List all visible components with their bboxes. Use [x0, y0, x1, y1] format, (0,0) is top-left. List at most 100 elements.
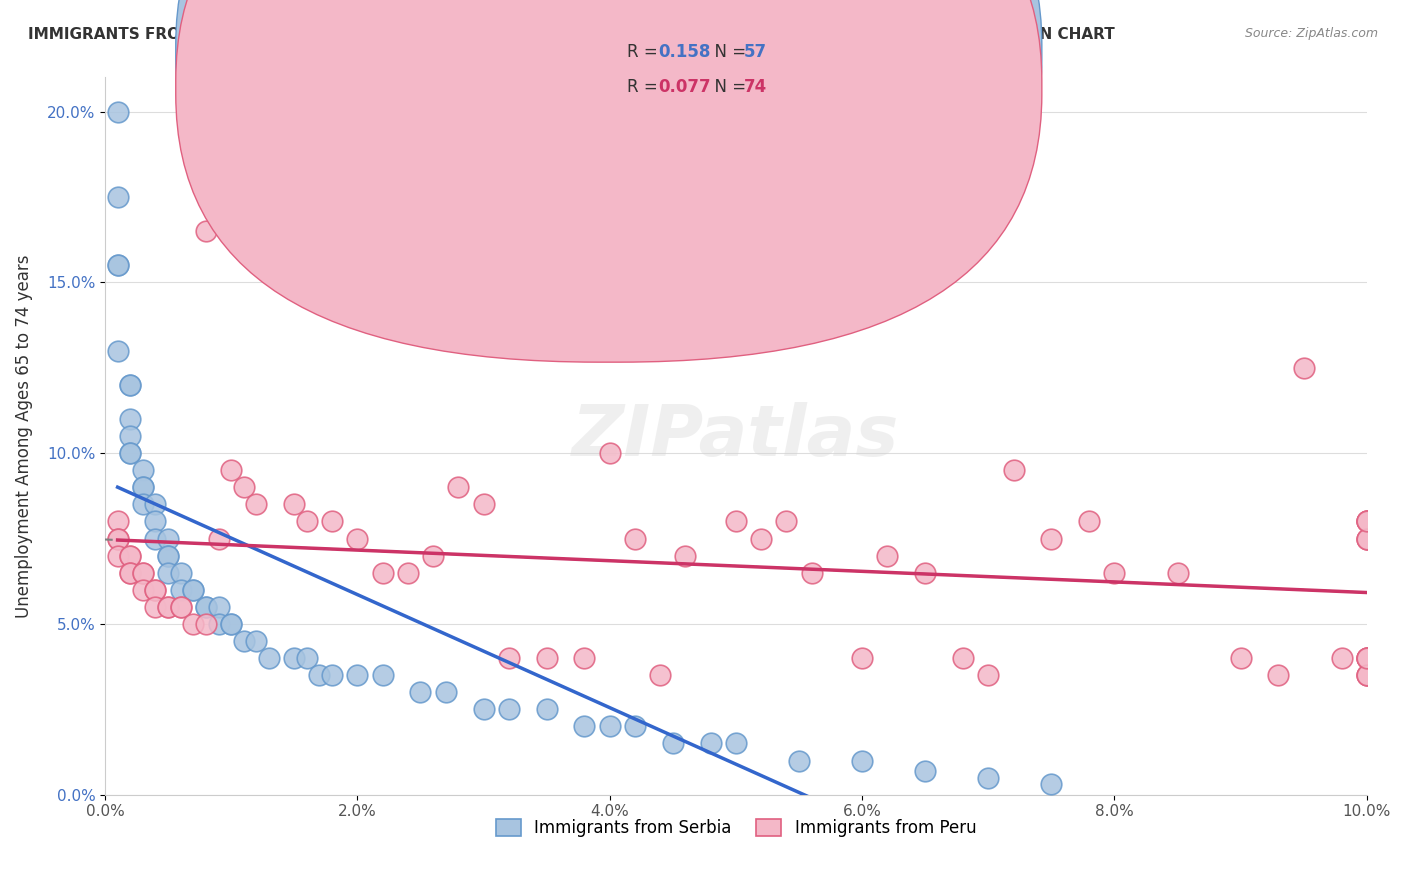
Point: [977, 771, 1000, 785]
Point: [132, 480, 155, 494]
Point: [1292, 360, 1315, 375]
Text: 57: 57: [744, 43, 766, 61]
Point: [157, 599, 180, 614]
Point: [1355, 651, 1378, 665]
Point: [536, 651, 558, 665]
Point: [447, 480, 470, 494]
Point: [120, 446, 142, 460]
Point: [207, 616, 229, 631]
Point: [472, 497, 495, 511]
Point: [120, 446, 142, 460]
Point: [724, 515, 747, 529]
Point: [952, 651, 974, 665]
Point: [170, 566, 193, 580]
Point: [1330, 651, 1353, 665]
Point: [1040, 777, 1063, 791]
Text: R =: R =: [627, 78, 664, 96]
Text: N =: N =: [704, 43, 752, 61]
Point: [145, 515, 167, 529]
Point: [157, 532, 180, 546]
Point: [107, 104, 129, 119]
Point: [219, 616, 242, 631]
Point: [977, 668, 1000, 682]
Point: [245, 497, 267, 511]
Point: [775, 515, 797, 529]
Point: [1355, 668, 1378, 682]
Point: [157, 549, 180, 563]
Point: [145, 582, 167, 597]
Point: [257, 651, 280, 665]
Point: [422, 549, 444, 563]
Point: [145, 532, 167, 546]
Point: [132, 497, 155, 511]
Text: ZIPatlas: ZIPatlas: [572, 401, 900, 471]
Point: [207, 532, 229, 546]
Point: [396, 566, 419, 580]
Point: [145, 497, 167, 511]
Point: [257, 190, 280, 204]
Point: [283, 497, 305, 511]
Point: [1167, 566, 1189, 580]
Point: [1104, 566, 1126, 580]
Point: [787, 754, 810, 768]
Point: [107, 258, 129, 272]
Point: [232, 634, 254, 648]
Point: [321, 668, 343, 682]
Point: [876, 549, 898, 563]
Point: [207, 599, 229, 614]
Point: [1355, 515, 1378, 529]
Point: [650, 668, 672, 682]
Point: [295, 515, 318, 529]
Point: [699, 736, 721, 750]
Point: [1355, 651, 1378, 665]
Point: [132, 566, 155, 580]
Point: [170, 599, 193, 614]
Point: [1040, 532, 1063, 546]
Point: [157, 599, 180, 614]
Point: [724, 736, 747, 750]
Text: 0.158: 0.158: [658, 43, 710, 61]
Point: [145, 599, 167, 614]
Point: [181, 582, 204, 597]
Point: [232, 480, 254, 494]
Legend: Immigrants from Serbia, Immigrants from Peru: Immigrants from Serbia, Immigrants from …: [489, 813, 983, 844]
Point: [914, 566, 936, 580]
Point: [1229, 651, 1251, 665]
Point: [851, 754, 873, 768]
Point: [120, 429, 142, 443]
Point: [107, 515, 129, 529]
Point: [194, 616, 217, 631]
Point: [132, 480, 155, 494]
Point: [321, 515, 343, 529]
Point: [170, 582, 193, 597]
Point: [120, 566, 142, 580]
Point: [498, 651, 520, 665]
Point: [574, 719, 596, 733]
Point: [675, 549, 697, 563]
Point: [574, 651, 596, 665]
Text: Source: ZipAtlas.com: Source: ZipAtlas.com: [1244, 27, 1378, 40]
Point: [1355, 668, 1378, 682]
Point: [170, 599, 193, 614]
Point: [157, 566, 180, 580]
Point: [245, 634, 267, 648]
Point: [498, 702, 520, 716]
Point: [409, 685, 432, 699]
Point: [181, 582, 204, 597]
Point: [434, 685, 457, 699]
Point: [1267, 668, 1289, 682]
Point: [107, 532, 129, 546]
Point: [662, 736, 685, 750]
Text: N =: N =: [704, 78, 752, 96]
Text: 0.077: 0.077: [658, 78, 710, 96]
Point: [219, 616, 242, 631]
Point: [1078, 515, 1101, 529]
Point: [132, 463, 155, 477]
Point: [1355, 668, 1378, 682]
Point: [194, 224, 217, 238]
Point: [120, 412, 142, 426]
Point: [914, 764, 936, 778]
Point: [1355, 515, 1378, 529]
Text: IMMIGRANTS FROM SERBIA VS IMMIGRANTS FROM PERU UNEMPLOYMENT AMONG AGES 65 TO 74 : IMMIGRANTS FROM SERBIA VS IMMIGRANTS FRO…: [28, 27, 1115, 42]
Point: [800, 566, 823, 580]
